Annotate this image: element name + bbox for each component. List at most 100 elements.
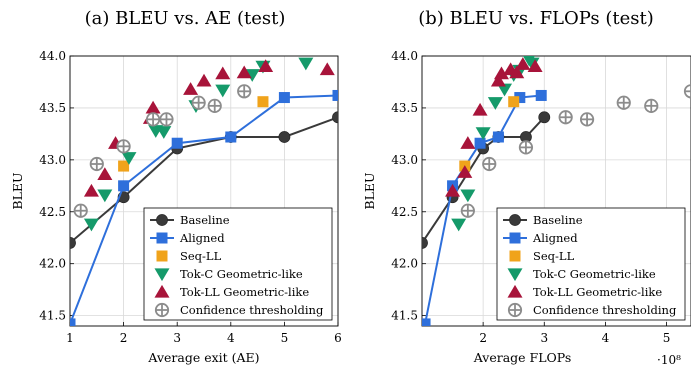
data-point — [237, 84, 252, 99]
data-point — [118, 160, 130, 172]
data-point — [579, 112, 595, 127]
data-point — [460, 203, 475, 218]
legend-marker — [509, 232, 521, 244]
data-point — [490, 73, 506, 87]
legend-label: Tok-C Geometric-like — [180, 267, 303, 281]
y-tick-label: 43.5 — [39, 101, 66, 115]
x-tick-label: 5 — [663, 331, 671, 345]
x-tick-label: 3 — [540, 331, 548, 345]
x-tick-label: 6 — [334, 331, 342, 345]
x-tick-label: 4 — [602, 331, 610, 345]
data-point — [319, 62, 335, 76]
data-point — [258, 59, 274, 73]
series-seq-ll — [118, 96, 269, 172]
legend-entry: Confidence thresholding — [154, 302, 324, 318]
data-point — [118, 180, 130, 192]
legend-entry: Aligned — [150, 231, 225, 245]
x-tick-label: 5 — [281, 331, 289, 345]
legend-label: Tok-LL Geometric-like — [180, 285, 309, 299]
data-point — [278, 131, 291, 143]
y-tick-label: 43.0 — [39, 153, 66, 167]
series-line — [70, 116, 338, 244]
legend-box — [143, 207, 333, 321]
data-point — [683, 84, 691, 99]
plot-area — [70, 57, 338, 326]
legend: Baseline Aligned Seq-LL Tok-C Geometric-lik… — [143, 207, 333, 321]
x-tick-label: 1 — [66, 331, 74, 345]
data-point — [493, 66, 509, 80]
data-point — [215, 66, 231, 80]
series-tok-ll-geometric-like — [445, 57, 543, 197]
y-tick-label: 42.0 — [39, 257, 66, 271]
legend-marker — [507, 284, 523, 298]
series-tok-ll-geometric-like — [83, 59, 335, 197]
legend-entry: Tok-C Geometric-like — [507, 267, 656, 282]
legend-label: Confidence thresholding — [533, 303, 677, 317]
legend-entry: Tok-LL Geometric-like — [507, 284, 662, 299]
data-point — [451, 218, 467, 232]
x-tick-label: 3 — [173, 331, 181, 345]
data-point — [457, 165, 473, 178]
legend: Baseline Aligned Seq-LL Tok-C Geometric-lik… — [496, 207, 686, 321]
legend-entry: Baseline — [503, 213, 583, 227]
data-point — [472, 102, 488, 116]
data-point — [156, 126, 172, 139]
data-point — [445, 183, 461, 197]
legend-label: Aligned — [179, 231, 225, 245]
data-point — [70, 237, 76, 249]
y-tick-label: 42.0 — [391, 257, 418, 271]
y-tick-label: 44.0 — [391, 49, 418, 63]
legend-marker — [156, 214, 168, 226]
data-point — [145, 100, 161, 114]
plot-frame — [69, 55, 339, 327]
data-point — [332, 89, 338, 101]
data-point — [487, 97, 503, 110]
data-point — [121, 152, 137, 165]
data-point — [183, 82, 199, 95]
x-axis-multiplier: ·10⁸ — [657, 353, 681, 367]
data-point — [215, 84, 231, 98]
data-point — [298, 57, 314, 71]
data-point — [145, 112, 161, 127]
x-axis-label: Average exit (AE) — [147, 350, 259, 365]
legend-entry: Seq-LL — [156, 249, 222, 263]
legend-entry: Tok-C Geometric-like — [154, 267, 303, 282]
data-point — [89, 156, 104, 172]
x-axis-label: Average FLOPs — [473, 350, 572, 365]
series-confidence-thresholding — [73, 84, 252, 218]
data-point — [527, 59, 543, 73]
data-point — [73, 203, 88, 218]
data-point — [116, 139, 131, 154]
legend-marker — [154, 302, 170, 318]
data-point — [97, 189, 113, 203]
y-tick-label: 43.5 — [391, 101, 418, 115]
data-point — [474, 137, 486, 149]
data-point — [492, 131, 504, 143]
legend-marker — [507, 302, 523, 318]
y-tick-label: 42.5 — [39, 205, 66, 219]
x-tick-label: 4 — [227, 331, 235, 345]
data-point — [535, 89, 547, 101]
data-point — [508, 96, 520, 108]
data-point — [196, 73, 212, 87]
data-point — [422, 318, 431, 326]
data-point — [191, 95, 206, 110]
data-point — [171, 137, 183, 149]
legend-label: Seq-LL — [533, 249, 575, 263]
chart-panel-1: (a) BLEU vs. AE (test)41.542.042.543.043… — [10, 8, 342, 365]
data-point — [644, 98, 659, 113]
data-point — [475, 127, 491, 140]
x-tick-label: 2 — [120, 331, 128, 345]
data-point — [515, 57, 531, 70]
series-aligned — [70, 89, 338, 326]
data-point — [207, 98, 222, 113]
data-point — [332, 111, 338, 124]
chart-panel-2: (b) BLEU vs. FLOPs (test) 41.5 42.0 42.5 43.… — [362, 8, 691, 367]
y-tick-label: 42.5 — [391, 205, 418, 219]
series-confidence-thresholding — [460, 84, 691, 218]
legend-label: Aligned — [532, 231, 578, 245]
legend-marker — [156, 250, 168, 262]
y-tick-label: 44.0 — [39, 49, 66, 63]
legend-label: Tok-LL Geometric-like — [533, 285, 662, 299]
